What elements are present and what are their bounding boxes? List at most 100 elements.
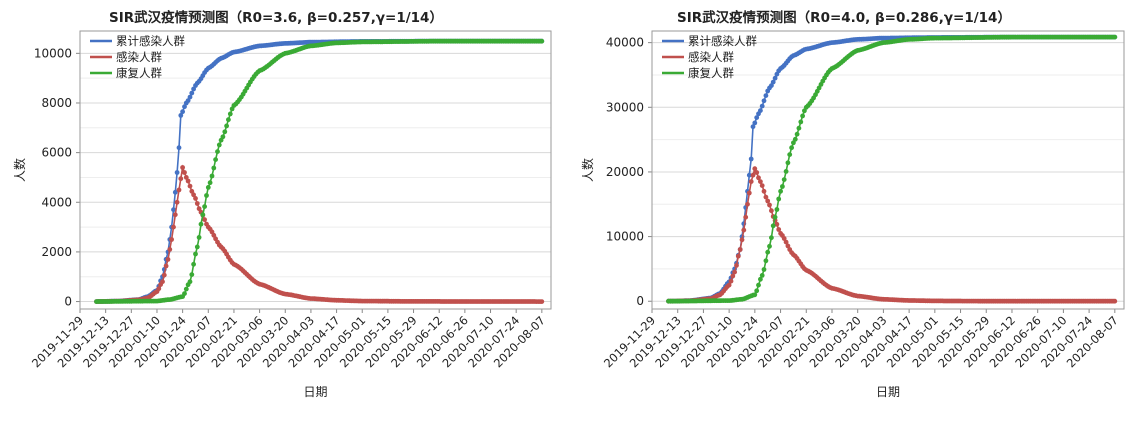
data-point xyxy=(189,90,195,96)
data-point xyxy=(180,109,186,115)
data-point xyxy=(193,196,198,201)
data-point xyxy=(213,157,219,163)
legend-label: 康复人群 xyxy=(688,66,734,80)
plot-frame xyxy=(79,30,552,310)
data-point xyxy=(202,204,208,210)
data-point xyxy=(211,165,217,171)
y-tick-label: 0 xyxy=(64,295,72,309)
data-point xyxy=(778,188,783,194)
data-point xyxy=(187,279,193,285)
data-point xyxy=(765,198,771,204)
data-point xyxy=(772,75,778,81)
legend-label: 感染人群 xyxy=(116,50,162,64)
data-point xyxy=(737,247,743,252)
data-point xyxy=(770,79,776,85)
data-point xyxy=(167,247,173,252)
data-point xyxy=(816,85,822,91)
data-point xyxy=(171,207,176,213)
data-point xyxy=(163,263,169,269)
data-point xyxy=(781,236,787,241)
data-point xyxy=(794,131,800,137)
data-point xyxy=(772,214,778,220)
data-point xyxy=(226,117,231,123)
data-point xyxy=(216,142,222,148)
y-tick-label: 20000 xyxy=(606,165,644,179)
data-point xyxy=(196,206,202,212)
data-point xyxy=(205,185,211,190)
data-point xyxy=(215,149,220,155)
plot-frame xyxy=(651,30,1125,310)
legend-label: 累计感染人群 xyxy=(688,34,757,48)
y-tick-label: 2000 xyxy=(41,245,72,259)
data-point xyxy=(754,288,760,294)
data-point xyxy=(204,193,209,198)
data-point xyxy=(748,156,754,162)
data-point xyxy=(800,113,805,119)
data-point xyxy=(785,160,791,166)
legend-label: 累计感染人群 xyxy=(116,34,185,48)
data-point xyxy=(750,124,756,130)
data-point xyxy=(796,125,802,131)
data-point xyxy=(734,263,739,268)
series-1 xyxy=(666,166,1118,304)
data-point xyxy=(160,279,165,285)
plot-area xyxy=(80,31,551,309)
data-point xyxy=(191,192,197,198)
y-tick-label: 4000 xyxy=(41,195,72,209)
data-point xyxy=(783,239,789,245)
data-point xyxy=(763,194,769,200)
data-point xyxy=(735,253,741,259)
data-point xyxy=(169,237,175,242)
y-tick-label: 10000 xyxy=(606,230,644,244)
data-point xyxy=(752,292,758,298)
data-point xyxy=(178,113,184,118)
data-point xyxy=(1112,298,1118,304)
data-point xyxy=(752,166,758,172)
data-point xyxy=(767,243,772,249)
data-point xyxy=(191,86,197,92)
data-point xyxy=(185,98,191,103)
data-point xyxy=(761,267,767,272)
data-point xyxy=(754,115,760,120)
data-point xyxy=(748,179,754,185)
y-axis-label: 人数 xyxy=(580,158,595,182)
data-point xyxy=(787,152,793,158)
data-point xyxy=(182,291,187,296)
data-point xyxy=(174,199,180,205)
series-2 xyxy=(666,34,1118,304)
data-point xyxy=(187,183,193,189)
data-point xyxy=(781,177,787,183)
data-point xyxy=(746,190,752,196)
data-point xyxy=(180,165,186,170)
data-point xyxy=(789,145,794,151)
data-point xyxy=(209,173,215,179)
data-point xyxy=(539,299,545,304)
data-point xyxy=(224,123,230,129)
data-point xyxy=(752,120,758,126)
data-point xyxy=(776,196,782,202)
data-point xyxy=(220,134,226,140)
data-point xyxy=(193,251,198,257)
data-point xyxy=(194,201,200,206)
data-point xyxy=(767,202,772,208)
data-point xyxy=(763,258,769,264)
data-point xyxy=(198,221,204,227)
data-point xyxy=(765,249,771,255)
data-point xyxy=(750,172,756,178)
data-point xyxy=(802,108,807,114)
data-point xyxy=(182,104,187,110)
data-point xyxy=(182,170,187,175)
y-tick-label: 6000 xyxy=(41,146,72,160)
data-point xyxy=(161,272,167,278)
y-tick-label: 40000 xyxy=(606,36,644,50)
data-point xyxy=(746,172,752,178)
data-point xyxy=(783,169,789,174)
data-point xyxy=(774,221,780,227)
data-point xyxy=(739,237,745,243)
data-point xyxy=(770,223,776,229)
data-point xyxy=(754,170,760,175)
data-point xyxy=(191,261,197,267)
data-point xyxy=(539,38,545,44)
data-point xyxy=(741,227,747,233)
